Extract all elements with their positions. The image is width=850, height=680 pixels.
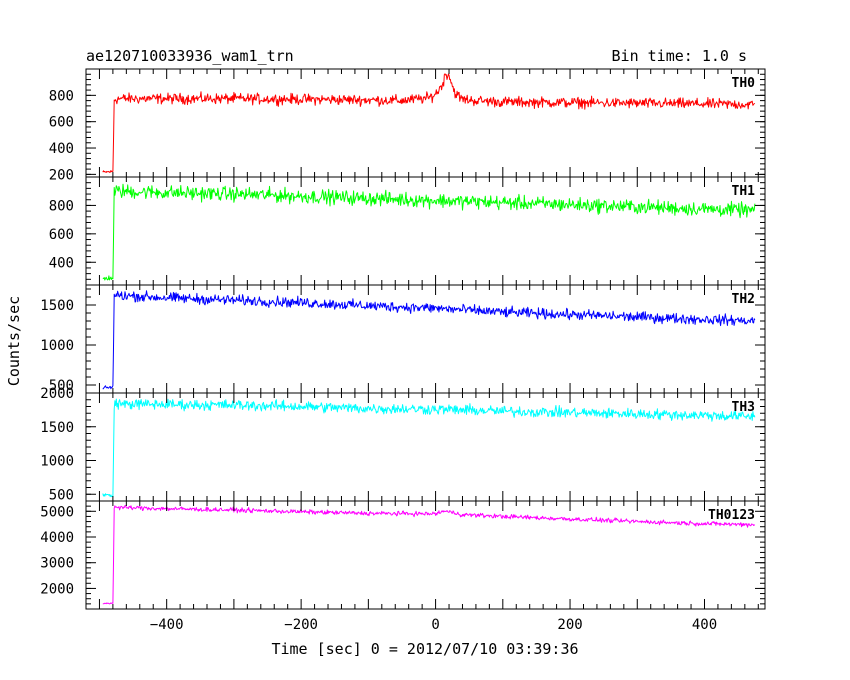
- x-tick-label: 400: [692, 617, 717, 633]
- panel-th0: 200 400 600 800 TH0: [49, 68, 766, 183]
- series-line-th2: [102, 290, 756, 390]
- y-tick-label: 200: [49, 167, 74, 183]
- panel-th1: 400 600 800 TH1: [49, 176, 766, 286]
- chart-title: ae120710033936_wam1_trn: [86, 47, 294, 65]
- x-axis-label: Time [sec] 0 = 2012/07/10 03:39:36: [271, 640, 578, 658]
- y-tick-label: 500: [49, 487, 74, 503]
- x-tick-label: 200: [557, 617, 582, 633]
- panel-frame: [85, 284, 766, 394]
- panel-frame: [85, 176, 766, 286]
- bin-time-label: Bin time: 1.0 s: [612, 47, 747, 65]
- y-tick-label: 800: [49, 198, 74, 214]
- panel-label-th0: TH0: [732, 76, 756, 91]
- y-tick-label: 1000: [40, 338, 74, 354]
- panel-frame: [85, 500, 766, 610]
- y-tick-label: 600: [49, 115, 74, 131]
- y-tick-label: 4000: [40, 530, 74, 546]
- series-line-th0123: [102, 505, 756, 605]
- panel-label-th2: TH2: [732, 292, 755, 307]
- series-line-th0: [102, 73, 756, 173]
- series-line-th3: [102, 398, 756, 498]
- panels-group: 200 400 600 800 TH0 400 600 800 TH1 500 1000 1500 TH…: [40, 68, 766, 633]
- y-tick-label: 600: [49, 227, 74, 243]
- y-tick-label: 500: [49, 378, 74, 394]
- y-tick-label: 5000: [40, 504, 74, 520]
- x-tick-label: 0: [431, 617, 439, 633]
- x-tick-label: −400: [150, 617, 184, 633]
- y-tick-label: 1000: [40, 454, 74, 470]
- panel-th3: 500 1000 1500 2000 TH3: [40, 386, 766, 503]
- y-tick-label: 400: [49, 255, 74, 271]
- panel-th0123: 2000 3000 4000 5000 TH0123: [40, 500, 766, 610]
- panel-frame: [85, 68, 766, 178]
- y-tick-label: 400: [49, 141, 74, 157]
- y-tick-label: 1500: [40, 420, 74, 436]
- y-tick-label: 2000: [40, 581, 74, 597]
- y-tick-label: 3000: [40, 556, 74, 572]
- y-tick-label: 1500: [40, 298, 74, 314]
- panel-frame: [85, 392, 766, 502]
- panel-th2: 500 1000 1500 TH2: [40, 284, 766, 394]
- panel-label-th1: TH1: [732, 184, 756, 199]
- series-line-th1: [102, 183, 756, 281]
- y-tick-label: 800: [49, 88, 74, 104]
- y-tick-label: 2000: [40, 386, 74, 402]
- y-axis-label: Counts/sec: [5, 296, 23, 386]
- panel-label-th0123: TH0123: [708, 508, 755, 523]
- x-tick-label: −200: [284, 617, 318, 633]
- panel-label-th3: TH3: [732, 400, 755, 415]
